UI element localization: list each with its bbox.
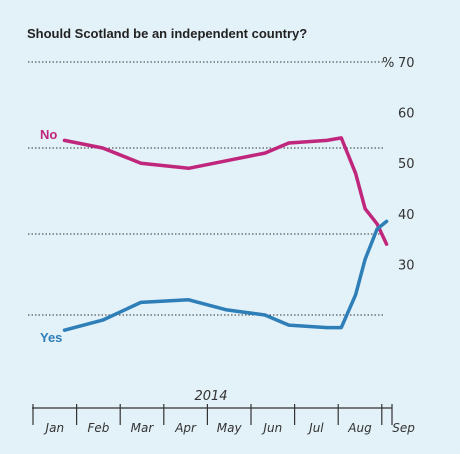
y-tick-label: 30 (398, 258, 415, 273)
y-tick-label: 50 (398, 157, 415, 172)
series-label-no: No (40, 127, 57, 142)
series-line-yes (62, 219, 389, 332)
y-tick-label: 40 (398, 208, 415, 223)
x-tick-label: May (217, 421, 243, 435)
chart-title: Should Scotland be an independent countr… (27, 26, 308, 41)
x-tick-label: Jan (44, 421, 65, 435)
y-unit-label: % (382, 56, 394, 71)
y-tick-label: 60 (398, 107, 415, 122)
x-tick-label: Aug (347, 421, 372, 435)
x-tick-label: Sep (392, 421, 415, 435)
x-tick-label: Apr (174, 421, 197, 435)
y-tick-label: 70 (398, 56, 415, 71)
x-tick-label: Mar (131, 421, 155, 435)
x-tick-label: Jun (261, 421, 282, 435)
series-label-yes: Yes (40, 330, 62, 345)
x-axis-label: 2014 (194, 389, 227, 404)
x-tick-label: Jul (307, 421, 324, 435)
series-line-no (62, 136, 389, 246)
x-tick-label: Feb (87, 421, 109, 435)
